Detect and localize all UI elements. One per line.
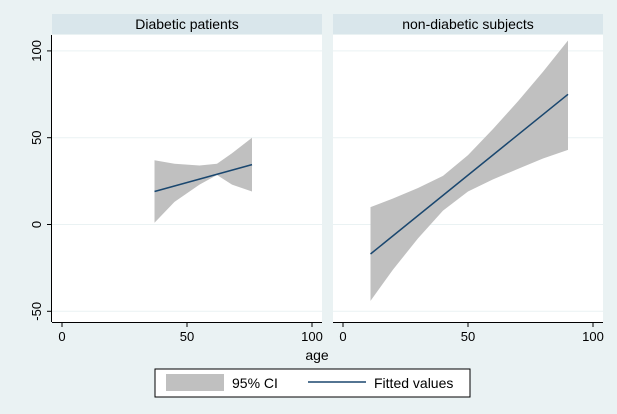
legend-fitted-label: Fitted values [374, 375, 453, 391]
x-tick-label: 0 [58, 329, 65, 344]
ci-band [154, 137, 252, 223]
panel-strip [333, 14, 603, 34]
y-tick-label: -50 [29, 302, 44, 321]
panel-2: non-diabetic subjects 0 50 100 [333, 14, 604, 344]
y-tick-label: 0 [29, 221, 44, 228]
ci-band [370, 40, 568, 301]
x-tick-label: 50 [180, 329, 194, 344]
panel-title: Diabetic patients [135, 16, 239, 32]
x-tick-label: 100 [301, 329, 323, 344]
fitted-line [154, 163, 253, 193]
y-tick-label: 50 [29, 130, 44, 144]
panel-strip [52, 14, 322, 34]
fitted-line [370, 93, 569, 255]
x-axis-title: age [305, 347, 329, 363]
legend: 95% CI Fitted values [154, 368, 471, 398]
legend-ci-label: 95% CI [232, 375, 278, 391]
y-tick-label: 100 [29, 40, 44, 62]
y-axis: -50 0 50 100 [29, 35, 52, 322]
panel-1: Diabetic patients 0 50 100 [52, 14, 323, 344]
x-tick-label: 0 [339, 329, 346, 344]
x-tick-label: 100 [582, 329, 604, 344]
legend-ci-swatch [166, 374, 224, 391]
panel-title: non-diabetic subjects [402, 16, 534, 32]
x-tick-label: 50 [461, 329, 475, 344]
